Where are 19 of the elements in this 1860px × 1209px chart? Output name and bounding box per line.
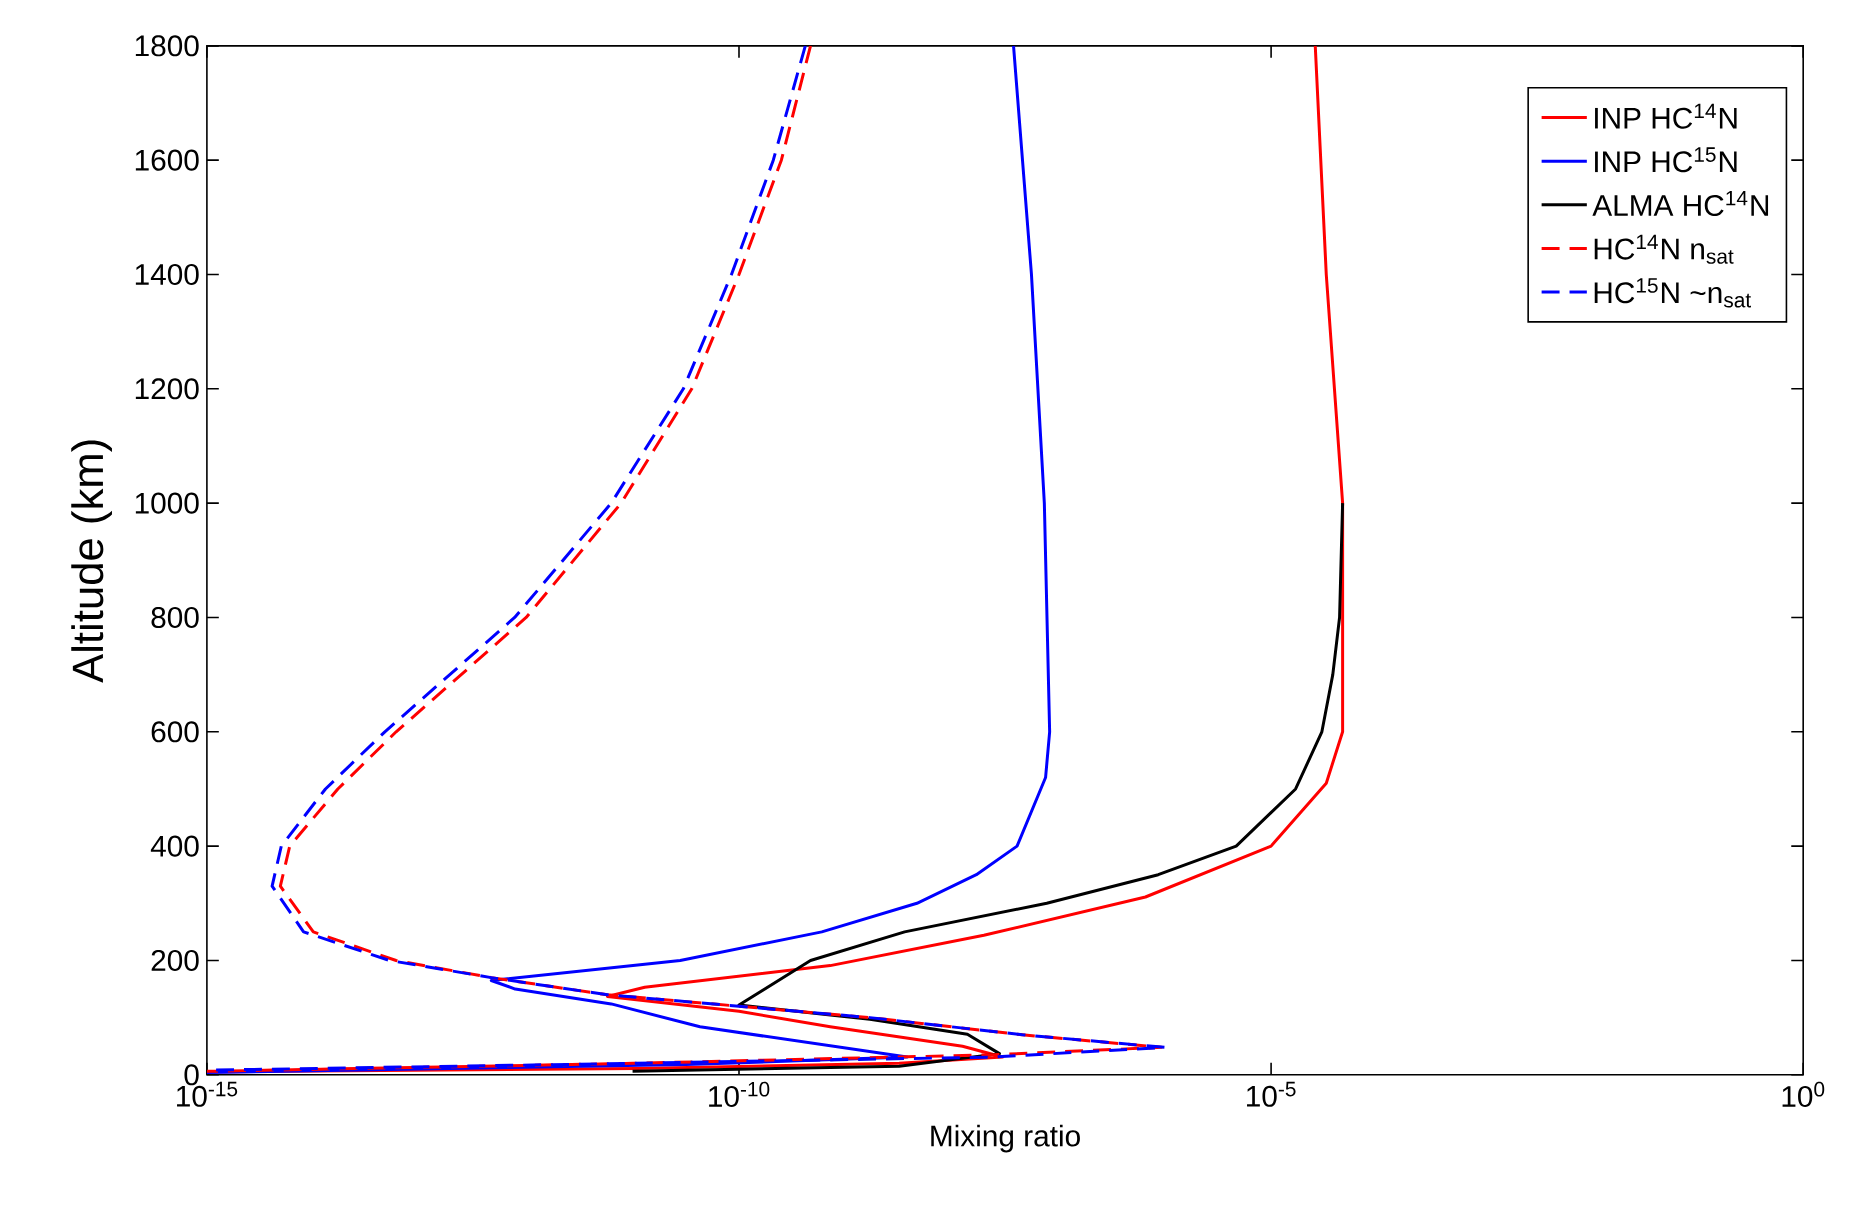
y-tick-label: 200 — [151, 949, 199, 971]
x-axis-title: Mixing ratio — [931, 1124, 1080, 1153]
legend-label: INP HC$^{15}$N — [1595, 147, 1737, 173]
y-tick-label: 800 — [151, 606, 199, 628]
x-tick-label: 10$^{-5}$ — [1247, 1081, 1296, 1107]
legend-label: ALMA HC$^{14}$N — [1592, 190, 1769, 216]
y-tick-label: 1800 — [135, 35, 199, 57]
legend-label: INP HC$^{14}$N — [1595, 103, 1737, 129]
y-tick-label: 1200 — [135, 378, 199, 400]
x-tick-label: 10$^{-10}$ — [709, 1081, 770, 1107]
legend-label: HC$^{14}$N n$_{sat}$ — [1594, 234, 1734, 264]
y-axis-title: Altitude (km) — [71, 440, 112, 683]
y-tick-label: 1400 — [135, 263, 199, 285]
x-tick-label: 10$^{0}$ — [1782, 1081, 1825, 1107]
y-tick-label: 1000 — [135, 492, 199, 514]
y-tick-label: 400 — [150, 835, 199, 857]
y-tick-label: 1600 — [135, 149, 199, 171]
y-tick-label: 600 — [151, 721, 199, 743]
legend-label: HC$^{15}$N ~n$_{sat}$ — [1594, 278, 1751, 308]
